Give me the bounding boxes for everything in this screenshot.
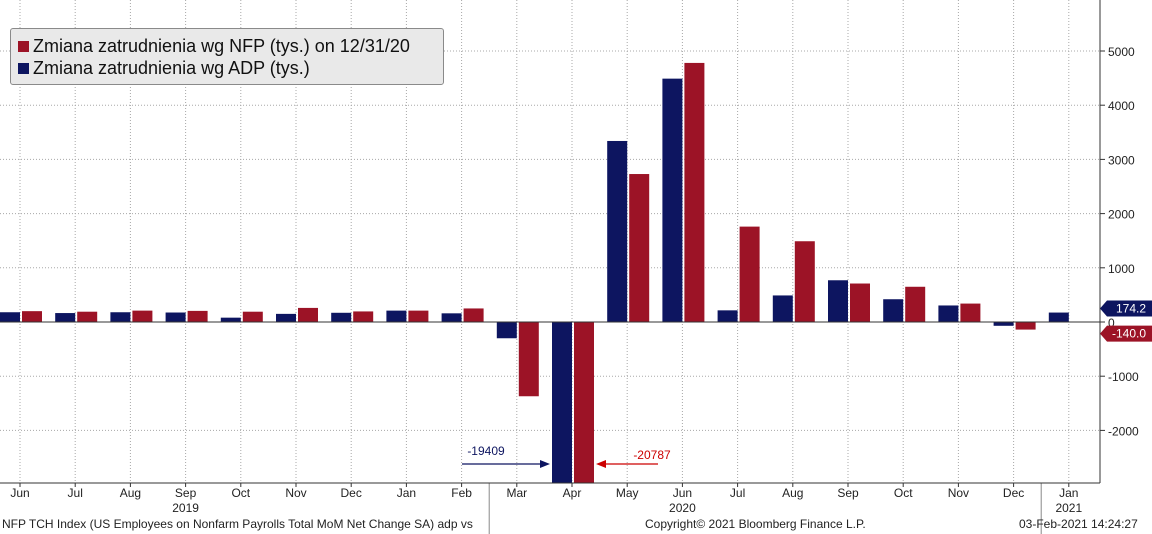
bar-nfp [684, 62, 705, 322]
bar-adp [0, 312, 20, 322]
y-tick-label: 4000 [1108, 99, 1135, 113]
bar-adp [883, 299, 904, 322]
x-tick-label: Jul [68, 486, 83, 500]
x-tick-label: Apr [563, 486, 582, 500]
bar-nfp [574, 322, 594, 483]
x-tick-label: Mar [506, 486, 527, 500]
y-tick-label: 0 [1108, 316, 1115, 330]
last-value-tag-label: -140.0 [1112, 327, 1146, 341]
year-label: 2021 [1055, 501, 1082, 515]
x-tick-label: Nov [285, 486, 306, 500]
bar-nfp [629, 174, 650, 322]
bar-adp [276, 313, 296, 322]
x-tick-label: Oct [231, 486, 250, 500]
bar-adp [552, 322, 572, 483]
bar-nfp [353, 311, 374, 322]
x-tick-label: Nov [948, 486, 969, 500]
x-tick-label: Jun [10, 486, 29, 500]
bar-nfp [794, 241, 815, 322]
bar-adp [441, 313, 462, 322]
annotation-adp-label: -19409 [467, 444, 505, 458]
year-label: 2019 [172, 501, 199, 515]
bar-adp [1048, 312, 1069, 322]
bar-nfp [850, 283, 870, 322]
last-value-tag: 174.2 [1100, 300, 1152, 317]
bars [0, 62, 1069, 483]
x-tick-label: Aug [782, 486, 803, 500]
bar-adp [496, 322, 517, 339]
x-tick-label: Dec [1003, 486, 1024, 500]
bar-adp [993, 322, 1014, 326]
bar-adp [165, 312, 186, 322]
x-tick-label: Sep [837, 486, 859, 500]
bar-nfp [518, 322, 539, 397]
x-tick-label: Jan [1059, 486, 1078, 500]
x-tick-label: Jan [397, 486, 416, 500]
last-value-tag: -140.0 [1100, 325, 1152, 342]
legend-label-adp: Zmiana zatrudnienia wg ADP (tys.) [33, 58, 310, 78]
bar-nfp [187, 310, 208, 322]
bar-nfp [77, 311, 98, 322]
x-tick-label: Sep [175, 486, 197, 500]
bar-nfp [463, 308, 484, 322]
bar-nfp [242, 311, 263, 322]
x-tick-label: Jul [730, 486, 745, 500]
bar-adp [55, 313, 76, 322]
x-tick-label: Dec [341, 486, 362, 500]
bar-adp [772, 295, 793, 322]
bar-nfp [960, 303, 981, 322]
bar-nfp [1015, 322, 1036, 330]
footer-copyright: Copyright© 2021 Bloomberg Finance L.P. [645, 517, 866, 531]
y-tick-label: 3000 [1108, 153, 1135, 167]
x-tick-label: Oct [894, 486, 913, 500]
bar-adp [110, 312, 131, 322]
chart-legend: Zmiana zatrudnienia wg NFP (tys.) on 12/… [10, 28, 444, 85]
bar-nfp [905, 286, 926, 322]
bar-nfp [22, 311, 42, 322]
last-value-tag-label: 174.2 [1116, 302, 1146, 316]
y-tick-label: 5000 [1108, 45, 1135, 59]
bar-adp [220, 317, 241, 322]
annotation-adp-arrowhead [540, 460, 550, 468]
year-label: 2020 [669, 501, 696, 515]
y-tick-label: 2000 [1108, 208, 1135, 222]
footer-security-description: NFP TCH Index (US Employees on Nonfarm P… [2, 517, 473, 531]
bar-nfp [132, 310, 153, 322]
last-value-tag-bg [1100, 300, 1152, 317]
footer-timestamp: 03-Feb-2021 14:24:27 [1019, 517, 1138, 531]
annotation-nfp-arrowhead [596, 460, 606, 468]
bar-adp [828, 280, 848, 322]
y-tick-label: -2000 [1108, 424, 1139, 438]
bar-nfp [739, 226, 760, 322]
bar-adp [607, 140, 628, 322]
legend-swatch-nfp [18, 41, 29, 52]
legend-item-adp: Zmiana zatrudnienia wg ADP (tys.) [18, 58, 310, 79]
bar-adp [717, 310, 738, 322]
last-value-tag-bg [1100, 325, 1152, 342]
bar-nfp [298, 307, 318, 322]
annotation-nfp-label: -20787 [633, 448, 671, 462]
bar-adp [331, 312, 352, 322]
x-tick-label: May [616, 486, 639, 500]
bar-adp [662, 78, 683, 322]
legend-label-nfp: Zmiana zatrudnienia wg NFP (tys.) on 12/… [33, 36, 410, 56]
bar-adp [386, 310, 407, 322]
x-tick-label: Jun [673, 486, 692, 500]
y-tick-label: 1000 [1108, 262, 1135, 276]
bar-nfp [408, 310, 429, 322]
x-tick-label: Aug [120, 486, 141, 500]
y-tick-label: -1000 [1108, 370, 1139, 384]
bar-adp [938, 305, 959, 322]
x-tick-label: Feb [451, 486, 472, 500]
legend-item-nfp: Zmiana zatrudnienia wg NFP (tys.) on 12/… [18, 36, 410, 57]
legend-swatch-adp [18, 63, 29, 74]
